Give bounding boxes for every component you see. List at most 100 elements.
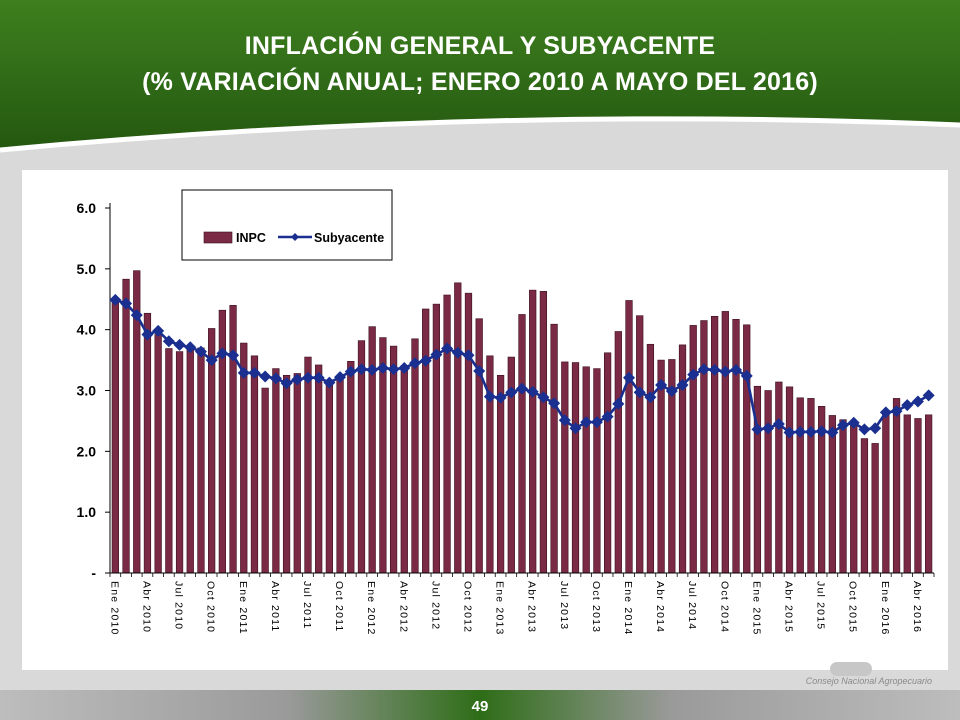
- title-line-1: INFLACIÓN GENERAL Y SUBYACENTE: [244, 32, 716, 60]
- x-tick-label: Abr 2013: [526, 581, 538, 633]
- y-tick-label: 4.0: [77, 322, 97, 338]
- subyacente-point: [794, 425, 807, 438]
- inpc-bar: [892, 398, 901, 574]
- inpc-bar: [914, 418, 922, 574]
- x-axis: Ene 2010 Abr 2010 Jul 2010 Oct 2010 Ene 2011…: [108, 572, 935, 636]
- x-tick-label: Oct 2012: [461, 581, 473, 633]
- x-tick-label: Abr 2010: [140, 581, 152, 633]
- inpc-bar: [571, 362, 580, 574]
- inpc-bar: [882, 413, 890, 574]
- footer-bar: [0, 690, 960, 720]
- inpc-bar: [389, 345, 398, 574]
- legend-subyacente-label: Subyacente: [314, 231, 384, 245]
- subyacente-point: [558, 414, 571, 427]
- subyacente-point: [537, 391, 550, 404]
- subyacente-point: [334, 371, 347, 384]
- x-tick-label: Ene 2016: [879, 581, 891, 636]
- inpc-bar: [711, 315, 719, 574]
- subyacente-point: [323, 376, 336, 389]
- inpc-bar: [561, 361, 569, 574]
- inpc-bar: [732, 319, 740, 574]
- subyacente-point: [644, 391, 657, 404]
- subyacente-point: [751, 423, 764, 436]
- subyacente-point: [141, 328, 154, 341]
- y-tick-label: 2.0: [77, 443, 97, 459]
- inpc-bar: [325, 381, 333, 574]
- inpc-bar: [860, 438, 869, 574]
- subyacente-point: [280, 377, 293, 390]
- subyacente-point: [569, 422, 582, 435]
- subyacente-point: [548, 397, 561, 410]
- logo-icon: [830, 662, 872, 676]
- inpc-bar: [432, 303, 441, 574]
- x-tick-label: Oct 2014: [718, 581, 730, 633]
- subyacente-point: [109, 293, 122, 306]
- inpc-bar: [529, 289, 537, 574]
- inpc-bar: [496, 374, 505, 574]
- subyacente-point: [259, 370, 272, 383]
- inpc-bar: [743, 324, 751, 574]
- subyacente-point: [633, 386, 646, 399]
- inpc-bar: [475, 318, 483, 574]
- x-tick-label: Jul 2013: [558, 581, 570, 630]
- title-line-2: (% VARIACIÓN ANUAL; ENERO 2010 A MAYO DE…: [142, 68, 818, 96]
- subyacente-point: [676, 379, 689, 392]
- subyacente-point: [194, 345, 207, 358]
- subyacente-point: [590, 416, 603, 429]
- subyacente-point: [301, 371, 314, 384]
- legend-inpc-swatch: [203, 231, 233, 244]
- subyacente-point: [494, 391, 507, 404]
- x-tick-label: Oct 2015: [847, 581, 859, 633]
- x-tick-label: Ene 2015: [750, 581, 762, 636]
- subyacente-point: [526, 385, 539, 398]
- x-tick-label: Oct 2013: [590, 581, 602, 633]
- subyacente-point: [580, 416, 593, 429]
- inpc-bar: [400, 365, 408, 574]
- subyacente-point: [398, 361, 411, 374]
- x-tick-label: Ene 2010: [108, 581, 120, 636]
- subyacente-point: [623, 371, 636, 384]
- inpc-bar: [871, 443, 879, 574]
- subyacente-point: [269, 372, 282, 385]
- subyacente-point: [708, 363, 721, 376]
- inpc-bar: [229, 305, 237, 574]
- subyacente-point: [162, 335, 175, 348]
- inpc-bar: [689, 325, 697, 574]
- inpc-bar: [250, 355, 259, 574]
- y-tick-label: 5.0: [77, 261, 97, 277]
- inpc-bar: [775, 381, 783, 574]
- inpc-bar: [315, 364, 323, 574]
- subyacente-point: [847, 416, 860, 429]
- y-tick-label: -: [91, 565, 96, 581]
- subyacente-point: [922, 389, 935, 402]
- x-tick-label: Ene 2012: [365, 581, 377, 636]
- subyacente-point: [376, 361, 389, 374]
- y-tick-label: 3.0: [77, 383, 97, 399]
- subyacente-point: [205, 354, 218, 367]
- inpc-bar: [796, 397, 804, 574]
- subyacente-point: [366, 363, 379, 376]
- subyacente-point: [473, 365, 486, 378]
- inpc-bar: [304, 356, 312, 574]
- subyacente-point: [601, 410, 614, 423]
- subyacente-point: [216, 347, 229, 360]
- subyacente-point: [858, 423, 871, 436]
- x-tick-label: Jul 2014: [686, 581, 698, 630]
- subyacente-point: [762, 422, 775, 435]
- inpc-bar: [261, 387, 269, 574]
- x-tick-label: Jul 2012: [429, 581, 441, 630]
- chart-panel: - 1.0 2.0 3.0 4.0 5.0 6.0 Ene 2010 Abr 2010 Jul …: [22, 170, 948, 670]
- subyacente-point: [152, 324, 165, 337]
- x-tick-label: Jul 2011: [301, 581, 313, 630]
- subyacente-point: [408, 357, 421, 370]
- subyacente-point: [804, 425, 817, 438]
- x-tick-label: Oct 2011: [333, 581, 345, 632]
- x-tick-label: Ene 2011: [237, 581, 249, 635]
- legend-inpc-label: INPC: [236, 231, 266, 245]
- subyacente-point: [730, 363, 743, 376]
- inpc-bar: [422, 308, 430, 574]
- subyacente-point: [783, 426, 796, 439]
- legend-subyacente-marker: [291, 233, 299, 241]
- x-tick-label: Oct 2010: [205, 581, 217, 633]
- inpc-bar: [368, 326, 376, 574]
